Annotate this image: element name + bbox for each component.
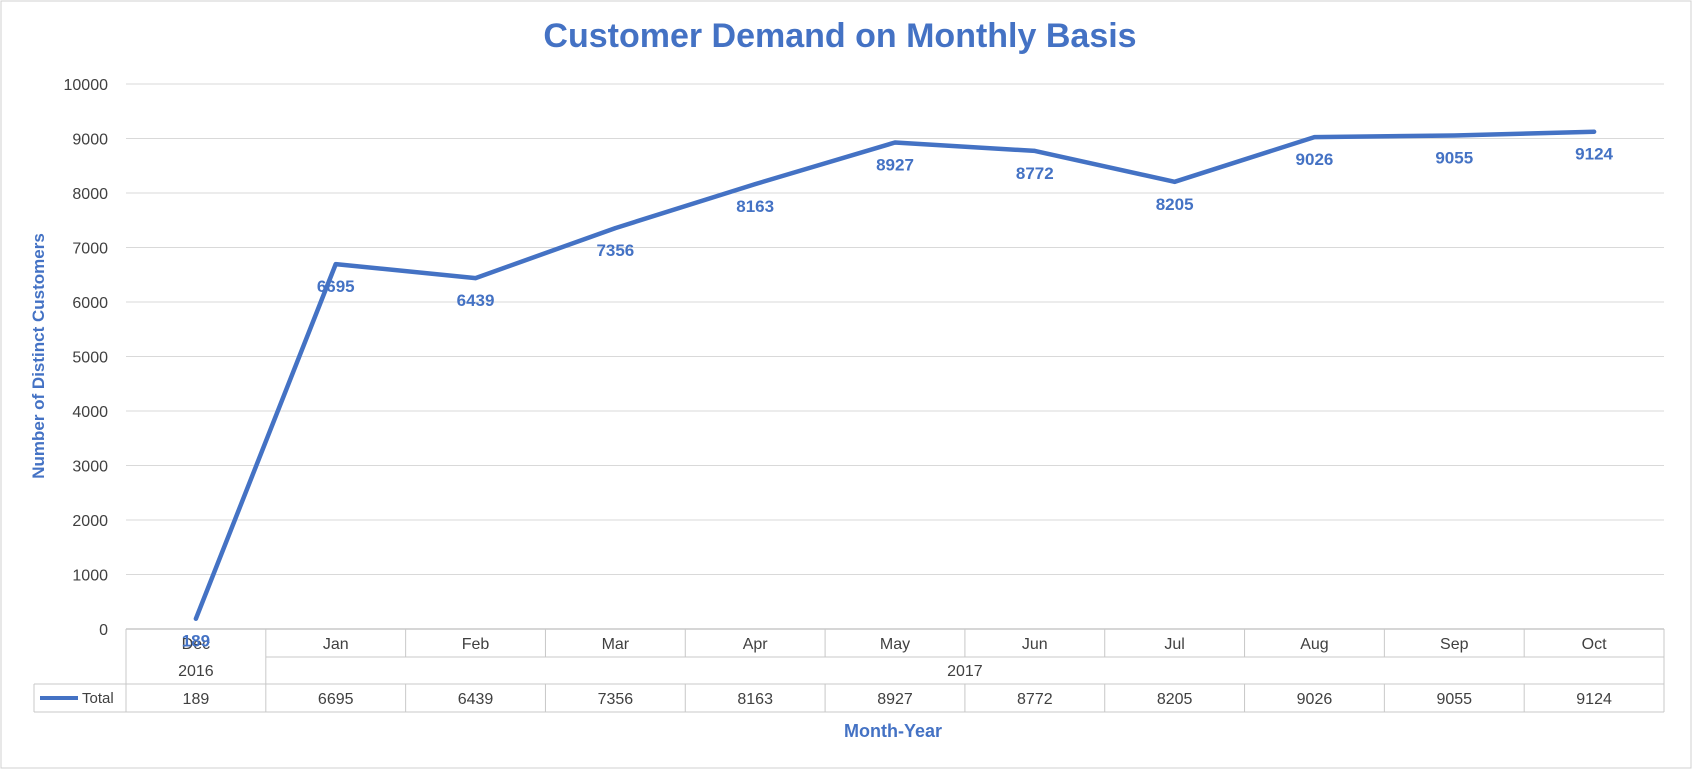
y-tick-label: 3000 xyxy=(72,459,108,476)
data-label: 8205 xyxy=(1156,195,1194,214)
y-axis-ticks: 0 1000 2000 3000 4000 5000 6000 7000 8000 9000 100… xyxy=(64,77,109,639)
y-tick-label: 9000 xyxy=(72,132,108,149)
data-point xyxy=(1312,135,1317,140)
x-tick-label: Sep xyxy=(1440,636,1469,653)
data-point xyxy=(1172,179,1177,184)
data-point xyxy=(753,182,758,187)
table-value: 9124 xyxy=(1576,691,1612,708)
table-value: 7356 xyxy=(598,691,634,708)
table-value: 8205 xyxy=(1157,691,1193,708)
data-label: 9124 xyxy=(1575,145,1613,164)
data-point xyxy=(193,616,198,621)
table-value: 9055 xyxy=(1436,691,1472,708)
data-point xyxy=(1452,133,1457,138)
data-label: 9026 xyxy=(1296,150,1334,169)
x-tick-label: Feb xyxy=(462,636,490,653)
table-value: 8927 xyxy=(877,691,913,708)
x-axis-title: Month-Year xyxy=(844,721,942,741)
y-tick-label: 8000 xyxy=(72,186,108,203)
table-value: 8163 xyxy=(737,691,773,708)
data-label: 189 xyxy=(182,632,210,651)
table-value: 6695 xyxy=(318,691,354,708)
x-year-label: 2016 xyxy=(178,663,214,680)
table-value: 189 xyxy=(183,691,210,708)
data-point xyxy=(1032,148,1037,153)
x-tick-label: May xyxy=(880,636,910,653)
x-tick-label: Jul xyxy=(1164,636,1184,653)
y-tick-label: 0 xyxy=(99,622,108,639)
table-value: 9026 xyxy=(1297,691,1333,708)
y-tick-label: 1000 xyxy=(72,568,108,585)
data-point xyxy=(1592,129,1597,134)
x-tick-label: Aug xyxy=(1300,636,1328,653)
x-tick-label: Mar xyxy=(602,636,630,653)
chart-title: Customer Demand on Monthly Basis xyxy=(543,17,1136,55)
gridlines xyxy=(126,83,1664,575)
data-label: 9055 xyxy=(1435,149,1473,168)
y-tick-label: 6000 xyxy=(72,295,108,312)
data-point xyxy=(473,276,478,281)
data-label: 6439 xyxy=(457,291,495,310)
x-tick-label: Oct xyxy=(1582,636,1607,653)
data-label: 8163 xyxy=(736,197,774,216)
data-point xyxy=(613,226,618,231)
data-labels: 189 6695 6439 7356 8163 8927 8772 8205 9026 9055 9… xyxy=(182,145,1614,651)
legend-label: Total xyxy=(82,690,114,707)
x-year-label: 2017 xyxy=(947,663,983,680)
data-point xyxy=(333,262,338,267)
y-tick-label: 4000 xyxy=(72,404,108,421)
x-tick-label: Dec xyxy=(182,636,210,653)
y-tick-label: 2000 xyxy=(72,513,108,530)
x-tick-label: Jun xyxy=(1022,636,1048,653)
data-label: 8927 xyxy=(876,155,914,174)
table-value: 8772 xyxy=(1017,691,1053,708)
y-axis-title: Number of Distinct Customers xyxy=(29,233,48,479)
y-tick-label: 10000 xyxy=(64,77,109,94)
y-tick-label: 5000 xyxy=(72,350,108,367)
x-tick-label: Jan xyxy=(323,636,349,653)
series-layer xyxy=(193,129,1597,621)
x-tick-label: Apr xyxy=(743,636,769,653)
data-point xyxy=(893,140,897,145)
y-tick-label: 7000 xyxy=(72,241,108,258)
table-value: 6439 xyxy=(458,691,494,708)
data-table: 2016 2017 Dec Jan Feb Mar Apr May Jun Jul Aug Sep Oc… xyxy=(33,628,1665,713)
data-label: 8772 xyxy=(1016,164,1054,183)
data-label: 7356 xyxy=(596,241,634,260)
data-label: 6695 xyxy=(317,277,355,296)
